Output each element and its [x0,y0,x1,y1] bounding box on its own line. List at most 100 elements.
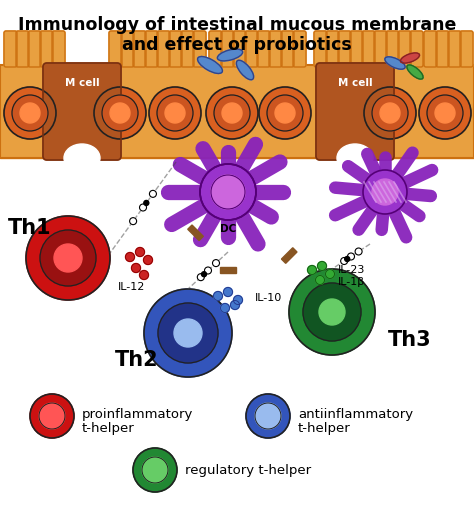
Ellipse shape [64,144,100,172]
Text: proinflammatory: proinflammatory [82,408,193,421]
Text: Th1: Th1 [8,218,52,238]
FancyBboxPatch shape [52,31,65,67]
Circle shape [214,95,250,131]
FancyBboxPatch shape [436,31,449,67]
Circle shape [224,287,233,296]
FancyBboxPatch shape [121,31,134,67]
FancyBboxPatch shape [181,31,194,67]
Circle shape [165,103,185,123]
FancyBboxPatch shape [233,31,246,67]
FancyBboxPatch shape [350,31,363,67]
Ellipse shape [385,57,405,69]
FancyBboxPatch shape [338,31,351,67]
Bar [188,225,203,240]
FancyBboxPatch shape [193,31,206,67]
Circle shape [149,190,156,197]
FancyBboxPatch shape [209,31,222,67]
Circle shape [212,260,219,267]
FancyBboxPatch shape [109,31,122,67]
Text: Th2: Th2 [115,350,159,370]
Circle shape [319,299,345,325]
Circle shape [427,95,463,131]
FancyBboxPatch shape [424,31,437,67]
Text: and effect of probiotics: and effect of probiotics [122,36,352,54]
FancyBboxPatch shape [448,31,461,67]
Ellipse shape [337,144,373,172]
FancyBboxPatch shape [362,31,375,67]
Circle shape [197,274,204,281]
Text: t-helper: t-helper [82,422,135,435]
FancyBboxPatch shape [326,31,339,67]
FancyBboxPatch shape [374,31,387,67]
Circle shape [54,244,82,272]
FancyBboxPatch shape [145,31,158,67]
Text: Th3: Th3 [388,330,432,350]
Bar [0,65,474,158]
Circle shape [316,276,325,284]
Text: IL-10: IL-10 [255,293,282,303]
Circle shape [20,103,40,123]
Circle shape [174,319,202,347]
Circle shape [131,264,140,272]
Text: antiinflammatory: antiinflammatory [298,408,413,421]
FancyBboxPatch shape [316,63,394,160]
Circle shape [380,103,400,123]
Circle shape [363,170,407,214]
FancyBboxPatch shape [133,31,146,67]
Circle shape [200,164,256,220]
Circle shape [355,248,362,255]
FancyBboxPatch shape [16,31,29,67]
Circle shape [289,269,375,355]
Circle shape [341,257,347,265]
Ellipse shape [407,65,423,79]
Circle shape [4,87,56,139]
FancyBboxPatch shape [169,31,182,67]
FancyBboxPatch shape [257,31,270,67]
Circle shape [200,164,256,220]
Circle shape [139,204,146,211]
FancyBboxPatch shape [40,31,53,67]
Text: IL-1β: IL-1β [338,277,365,287]
Circle shape [347,253,355,260]
FancyBboxPatch shape [221,31,234,67]
Circle shape [419,87,471,139]
Circle shape [26,216,110,300]
Circle shape [318,262,327,270]
Circle shape [201,272,207,277]
Text: M cell: M cell [337,78,372,88]
FancyBboxPatch shape [157,31,170,67]
Circle shape [144,200,149,206]
Circle shape [364,87,416,139]
Circle shape [139,270,148,280]
Circle shape [102,95,138,131]
Circle shape [149,87,201,139]
Circle shape [345,256,350,262]
Circle shape [110,103,130,123]
FancyBboxPatch shape [269,31,282,67]
Circle shape [144,289,232,377]
Circle shape [136,248,145,256]
Circle shape [372,179,398,205]
Circle shape [213,292,222,300]
Circle shape [234,295,243,305]
Circle shape [230,300,239,309]
Circle shape [133,448,177,492]
Circle shape [303,283,361,341]
Text: IL-23: IL-23 [338,265,365,275]
FancyBboxPatch shape [43,63,121,160]
Ellipse shape [198,56,222,74]
Bar [220,267,236,273]
Circle shape [126,252,135,262]
FancyBboxPatch shape [460,31,473,67]
Circle shape [157,95,193,131]
Circle shape [144,255,153,265]
Circle shape [222,103,242,123]
Circle shape [275,103,295,123]
Circle shape [435,103,455,123]
Circle shape [129,218,137,225]
FancyBboxPatch shape [281,31,294,67]
Circle shape [39,403,65,429]
FancyBboxPatch shape [28,31,41,67]
Ellipse shape [237,60,254,80]
Circle shape [308,266,317,275]
